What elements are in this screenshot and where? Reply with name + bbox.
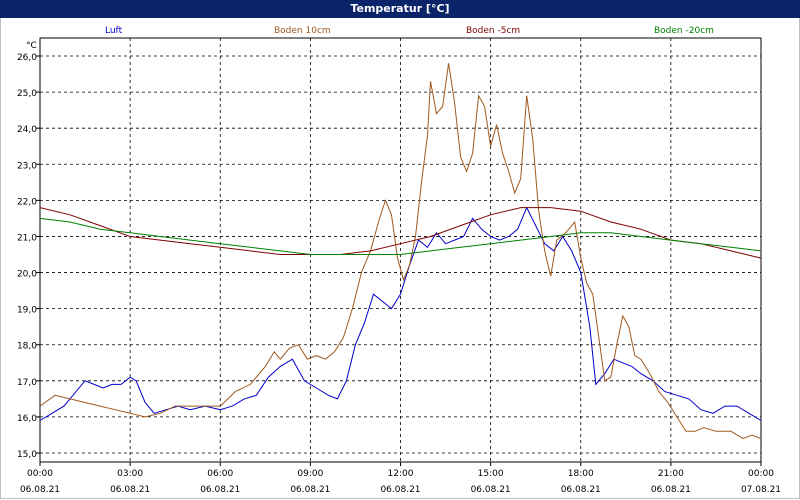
legend-item-boden-10cm: Boden 10cm [274,26,331,36]
x-tick-time-label: 15:00 [478,469,504,479]
x-tick-date-label: 06.08.21 [380,485,420,495]
x-tick-time-label: 12:00 [388,469,414,479]
x-tick-date-label: 06.08.21 [471,485,511,495]
y-tick-label: 26,0 [17,53,37,63]
series-line-boden-20cm [39,217,762,255]
chart-title: Temperatur [°C] [0,0,800,18]
x-tick-date-label: 06.08.21 [651,485,691,495]
x-tick-time-label: 09:00 [297,469,323,479]
x-tick-date-label: 06.08.21 [561,485,601,495]
legend-item-boden-5cm: Boden -5cm [466,26,521,36]
x-tick-time-label: 18:00 [568,469,594,479]
series-line-boden-5cm [39,207,762,259]
y-tick-label: 21,0 [17,233,37,243]
x-tick-date-label: 06.08.21 [290,485,330,495]
series-line-boden-10cm [39,63,762,440]
y-tick-label: 16,0 [17,414,37,424]
y-tick-label: 17,0 [17,378,37,388]
x-tick-date-label: 06.08.21 [20,485,60,495]
legend-item-boden-20cm: Boden -20cm [654,26,714,36]
y-tick-label: 25,0 [17,89,37,99]
y-tick-label: 24,0 [17,125,37,135]
legend-item-luft: Luft [105,26,123,36]
y-tick-label: 18,0 [17,342,37,352]
x-tick-date-label: 06.08.21 [110,485,150,495]
y-tick-label: 15,0 [17,450,37,460]
x-tick-time-label: 06:00 [207,469,233,479]
x-tick-time-label: 03:00 [117,469,143,479]
y-axis-unit: °C [26,41,37,51]
x-tick-time-label: 21:00 [658,469,684,479]
y-tick-label: 19,0 [17,306,37,316]
x-tick-date-label: 06.08.21 [200,485,240,495]
x-tick-time-label: 00:00 [748,469,774,479]
y-tick-label: 22,0 [17,197,37,207]
x-tick-date-label: 07.08.21 [741,485,781,495]
x-tick-time-label: 00:00 [27,469,53,479]
y-tick-label: 23,0 [17,161,37,171]
y-tick-label: 20,0 [17,270,37,280]
